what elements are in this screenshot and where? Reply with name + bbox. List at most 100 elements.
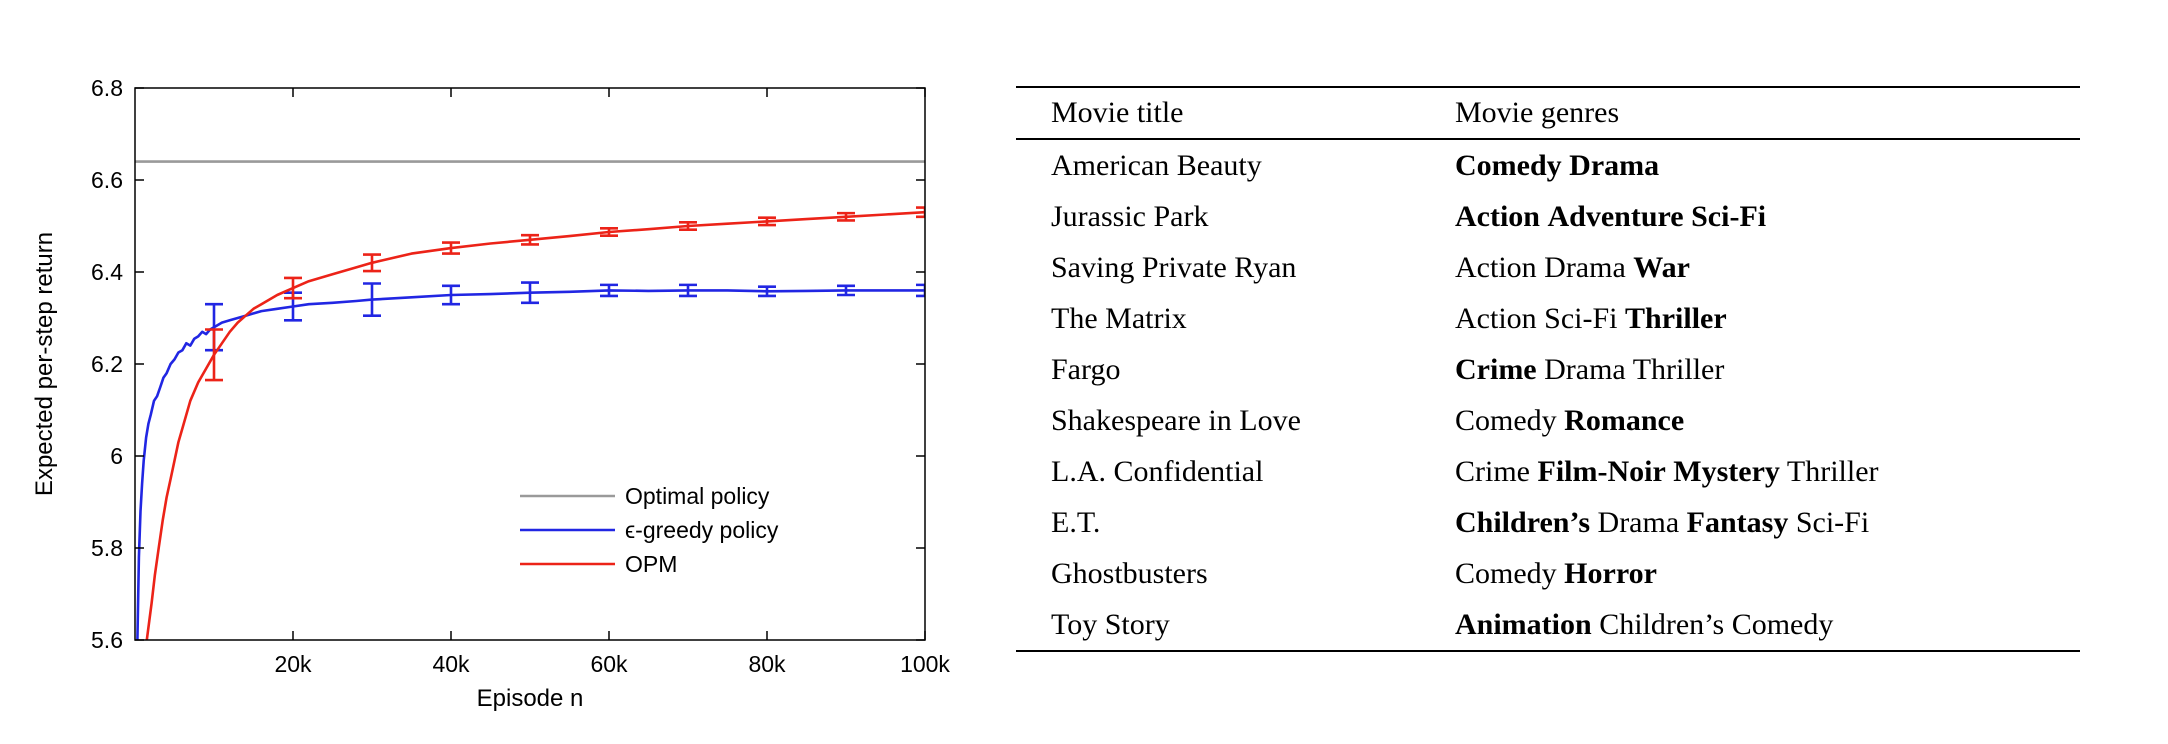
x-tick-label: 20k: [274, 651, 312, 677]
y-tick-label: 5.6: [91, 627, 123, 653]
error-bar-opm: [284, 276, 302, 300]
error-bar-opm: [758, 216, 776, 227]
movie-title-cell: Ghostbusters: [1051, 556, 1208, 590]
genre-token-bold: War: [1633, 250, 1690, 284]
genre-token: Drama: [1544, 250, 1626, 284]
x-tick-label: 80k: [748, 651, 786, 677]
error-bar-opm: [600, 227, 618, 237]
legend-label-greedy-policy: ϵ-greedy policy: [625, 517, 779, 543]
genre-token-bold: Animation: [1455, 607, 1592, 641]
table-header-row: Movie title Movie genres: [1016, 87, 2080, 140]
genre-token-bold: Sci-Fi: [1691, 199, 1767, 233]
movie-genres-cell: Crime Drama Thriller: [1420, 344, 2080, 395]
movie-genres-cell: Crime Film-Noir Mystery Thriller: [1420, 446, 2080, 497]
series-line-greedy-policy: [136, 289, 925, 640]
series-line-opm: [145, 210, 925, 640]
movie-title-cell: Fargo: [1051, 352, 1121, 386]
table-row: L.A. Confidential Crime Film-Noir Mystery…: [1016, 446, 2080, 497]
genre-token-bold: Crime: [1455, 352, 1537, 386]
y-axis-label: Expected per-step return: [31, 232, 58, 496]
plot-box: [134, 87, 926, 641]
error-bar-greedy-policy: [442, 284, 460, 306]
error-bar-opm: [916, 206, 925, 219]
plot-data-area: [135, 160, 925, 640]
error-bar-opm: [363, 253, 381, 273]
legend-label-optimal-policy: Optimal policy: [625, 483, 770, 509]
y-tick-label: 6.8: [91, 75, 123, 101]
movies-table: Movie title Movie genres American Beauty…: [1016, 86, 2080, 652]
genre-token-bold: Horror: [1564, 556, 1657, 590]
error-bar-opm: [521, 233, 539, 246]
movie-title-cell: Saving Private Ryan: [1051, 250, 1297, 284]
x-axis-label: Episode n: [477, 685, 584, 712]
error-bar-opm: [679, 221, 697, 231]
error-bar-greedy-policy: [758, 285, 776, 298]
movie-genres-cell: Action Sci-Fi Thriller: [1420, 293, 2080, 344]
genre-token-bold: Mystery: [1673, 454, 1780, 488]
genre-token: Comedy: [1455, 403, 1557, 437]
error-bar-opm: [442, 241, 460, 255]
genre-token: Thriller: [1786, 454, 1879, 488]
table-row: Toy Story Animation Children’s Comedy: [1016, 599, 2080, 651]
movie-genres-cell: Action Adventure Sci-Fi: [1420, 191, 2080, 242]
genre-token-bold: Children’s: [1455, 505, 1591, 539]
genre-token: Action: [1455, 301, 1537, 335]
genre-token-bold: Comedy: [1455, 148, 1562, 182]
genre-token: Sci-Fi: [1544, 301, 1618, 335]
y-tick-label: 5.8: [91, 535, 123, 561]
return-chart: 20k 40k 60k 80k 100k 5.6 5.8 6 6.2 6.4 6.6 6.8 Episo…: [31, 75, 950, 712]
error-bar-greedy-policy: [600, 283, 618, 298]
y-tick-label: 6.2: [91, 351, 123, 377]
error-bar-greedy-policy: [916, 283, 925, 298]
genre-token: Comedy: [1455, 556, 1557, 590]
movie-genres-cell: Comedy Drama: [1420, 139, 2080, 191]
table-row: Saving Private Ryan Action Drama War: [1016, 242, 2080, 293]
error-bar-greedy-policy: [521, 281, 539, 305]
x-tick-label: 100k: [900, 651, 950, 677]
genre-token-bold: Drama: [1569, 148, 1660, 182]
y-tick-label: 6.6: [91, 167, 123, 193]
genre-token: Thriller: [1632, 352, 1725, 386]
movie-genres-cell: Animation Children’s Comedy: [1420, 599, 2080, 651]
table-row: Ghostbusters Comedy Horror: [1016, 548, 2080, 599]
table-row: Shakespeare in Love Comedy Romance: [1016, 395, 2080, 446]
genre-token: Sci-Fi: [1795, 505, 1870, 539]
col-header-movie-title: Movie title: [1016, 87, 1420, 140]
return-chart-panel: 20k 40k 60k 80k 100k 5.6 5.8 6 6.2 6.4 6.6 6.8 Episo…: [0, 0, 980, 744]
genre-token-bold: Romance: [1564, 403, 1685, 437]
genre-token-bold: Thriller: [1625, 301, 1727, 335]
table-row: Jurassic Park Action Adventure Sci-Fi: [1016, 191, 2080, 242]
genre-token: Children’s: [1599, 607, 1725, 641]
error-bar-opm: [205, 328, 223, 382]
movie-genres-cell: Comedy Horror: [1420, 548, 2080, 599]
y-tick-label: 6.4: [91, 259, 123, 285]
genre-token-bold: Action: [1455, 199, 1540, 233]
movie-genres-cell: Children’s Drama Fantasy Sci-Fi: [1420, 497, 2080, 548]
movie-title-cell: L.A. Confidential: [1051, 454, 1264, 488]
genre-token: Action: [1455, 250, 1537, 284]
genre-token: Drama: [1597, 505, 1680, 539]
table-row: E.T. Children’s Drama Fantasy Sci-Fi: [1016, 497, 2080, 548]
col-header-movie-genres: Movie genres: [1420, 87, 2080, 140]
movie-genres-cell: Action Drama War: [1420, 242, 2080, 293]
movie-title-cell: Jurassic Park: [1051, 199, 1209, 233]
error-bar-greedy-policy: [837, 284, 855, 297]
movies-table-panel: Movie title Movie genres American Beauty…: [1016, 86, 2080, 652]
table-row: Fargo Crime Drama Thriller: [1016, 344, 2080, 395]
genre-token: Crime: [1455, 454, 1530, 488]
error-bar-greedy-policy: [679, 283, 697, 298]
error-bar-opm: [837, 211, 855, 222]
genre-token-bold: Film-Noir: [1537, 454, 1666, 488]
legend-label-opm: OPM: [625, 551, 677, 577]
error-bar-greedy-policy: [363, 282, 381, 318]
genre-token: Drama: [1544, 352, 1626, 386]
genre-token-bold: Adventure: [1547, 199, 1684, 233]
movie-title-cell: The Matrix: [1051, 301, 1187, 335]
x-tick-label: 40k: [432, 651, 470, 677]
genre-token: Comedy: [1731, 607, 1834, 641]
movie-title-cell: E.T.: [1051, 505, 1101, 539]
movie-title-cell: Toy Story: [1051, 607, 1170, 641]
movie-title-cell: Shakespeare in Love: [1051, 403, 1301, 437]
movie-genres-cell: Comedy Romance: [1420, 395, 2080, 446]
